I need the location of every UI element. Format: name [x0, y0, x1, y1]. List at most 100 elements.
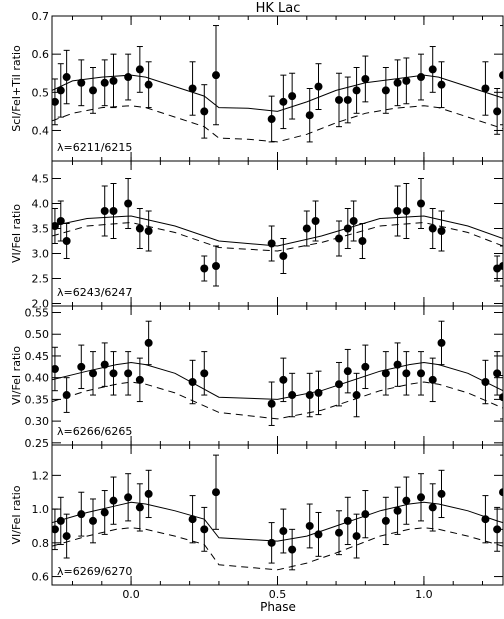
- data-point: [124, 199, 133, 208]
- data-point: [349, 217, 358, 225]
- data-point: [393, 207, 402, 215]
- data-point: [305, 111, 314, 120]
- data-point: [311, 217, 320, 225]
- data-point: [288, 391, 297, 400]
- data-point: [381, 516, 390, 525]
- data-point: [109, 496, 118, 505]
- data-point: [437, 227, 446, 235]
- data-point: [437, 489, 446, 498]
- data-point: [305, 521, 314, 530]
- data-point: [52, 525, 59, 534]
- data-point: [267, 239, 276, 248]
- y-tick-label: 0.25: [25, 437, 50, 450]
- figure-title: HK Lac: [256, 1, 301, 16]
- y-tick-label: 3.0: [32, 248, 50, 261]
- data-point: [361, 74, 370, 83]
- data-point: [361, 510, 370, 519]
- data-point: [188, 378, 197, 387]
- y-tick-label: 4.0: [32, 198, 50, 211]
- data-point: [279, 375, 288, 384]
- data-point: [381, 369, 390, 378]
- data-point: [305, 391, 314, 400]
- data-point: [62, 73, 71, 82]
- data-point: [124, 493, 133, 502]
- panel-3: 0.25 0.30 0.35 0.40 0.45 0.50 0.55 VI/FeI ratio…: [10, 305, 504, 450]
- plot-area: [52, 178, 503, 287]
- data-point: [393, 360, 402, 369]
- data-point: [402, 207, 411, 215]
- panel-1: 0.4 0.5 0.6 0.7 ScI/FeI+TiI ratio λ=6211/6215: [10, 10, 504, 162]
- data-point: [62, 532, 71, 541]
- data-point: [212, 262, 220, 270]
- y-tick-label: 0.40: [25, 372, 50, 385]
- y-tick-label: 0.8: [32, 537, 50, 550]
- data-point: [267, 115, 276, 124]
- data-point: [56, 86, 65, 95]
- data-point: [402, 496, 411, 505]
- data-point: [335, 234, 343, 243]
- model-solid-line: [52, 215, 503, 247]
- model-solid-line: [52, 74, 503, 112]
- data-point: [493, 107, 502, 116]
- y-tick-label: 4.5: [32, 173, 50, 186]
- data-point: [100, 360, 109, 369]
- y-tick-label: 0.5: [32, 86, 50, 99]
- panel-frame: [51, 15, 504, 162]
- model-solid-line: [52, 361, 503, 400]
- y-tick-label: 1.0: [32, 503, 50, 516]
- data-point: [428, 224, 437, 233]
- data-point: [188, 84, 197, 93]
- data-point: [493, 369, 502, 378]
- data-point: [493, 525, 502, 534]
- data-point: [200, 525, 209, 534]
- data-point: [499, 71, 503, 80]
- data-point: [279, 97, 288, 106]
- data-point: [417, 73, 425, 82]
- data-point: [314, 530, 323, 539]
- data-point: [352, 391, 361, 400]
- data-point: [62, 237, 71, 245]
- data-point: [144, 80, 153, 89]
- y-tick-label: 0.30: [25, 415, 50, 428]
- data-point: [144, 227, 153, 235]
- data-point: [200, 369, 209, 378]
- data-point: [109, 76, 118, 85]
- data-point: [381, 86, 390, 95]
- data-point: [361, 362, 370, 371]
- y-tick-label: 2.5: [32, 273, 50, 286]
- data-point: [499, 393, 503, 402]
- model-dashed-line: [52, 527, 503, 571]
- data-point: [135, 65, 144, 74]
- data-point: [56, 217, 65, 225]
- data-point: [437, 338, 446, 347]
- data-point: [402, 76, 411, 85]
- y-tick-label: 2.0: [32, 298, 50, 311]
- data-point: [288, 545, 297, 554]
- data-point: [52, 97, 59, 106]
- data-point: [335, 95, 343, 104]
- data-point: [62, 391, 71, 400]
- data-point: [402, 369, 411, 378]
- data-point: [212, 71, 220, 80]
- data-point: [481, 84, 490, 93]
- data-point: [302, 224, 311, 233]
- data-point: [77, 78, 86, 87]
- y-tick-label: 0.45: [25, 350, 50, 363]
- data-point: [314, 82, 323, 91]
- data-point: [288, 92, 297, 101]
- x-axis-label: Phase: [260, 600, 296, 614]
- data-point: [188, 515, 197, 524]
- data-point: [100, 508, 109, 517]
- data-point: [481, 515, 490, 524]
- data-point: [89, 86, 97, 95]
- data-point: [124, 369, 133, 378]
- y-tick-label: 0.50: [25, 328, 50, 341]
- data-point: [56, 516, 65, 525]
- data-point: [335, 380, 343, 389]
- data-point: [267, 538, 276, 547]
- y-tick-label: 0.4: [32, 124, 50, 137]
- data-point: [343, 516, 352, 525]
- wavelength-annotation: λ=6211/6215: [57, 141, 132, 154]
- data-point: [135, 224, 144, 233]
